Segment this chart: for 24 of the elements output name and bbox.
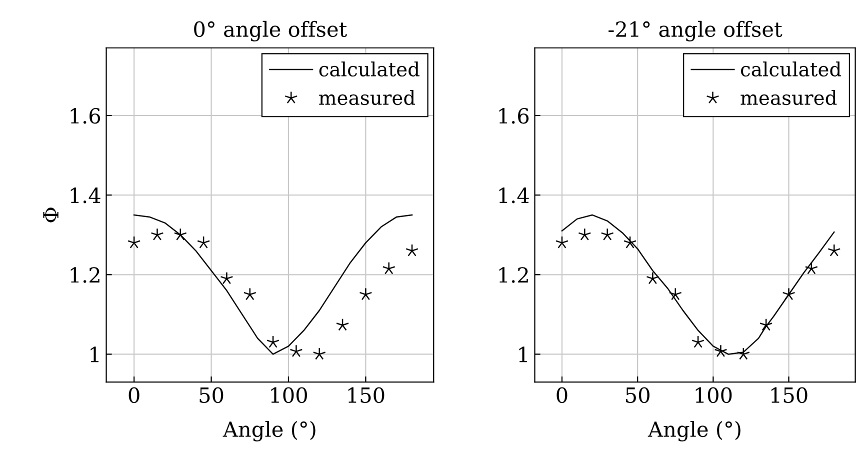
y-tick-label: 1.4 — [499, 188, 529, 204]
chart-title: 0° angle offset — [194, 20, 348, 42]
line-series — [133, 214, 413, 355]
legend-label: calculated — [740, 61, 842, 77]
x-axis-title: Angle (°) — [222, 420, 316, 442]
x-tick-label: 150 — [771, 387, 808, 404]
x-tick-label: 0 — [128, 387, 140, 404]
y-tick-label: 1.6 — [70, 108, 100, 124]
x-axis-title: Angle (°) — [648, 420, 740, 442]
legend-label: calculated — [319, 61, 420, 77]
y-tick-label: 1 — [519, 346, 527, 362]
x-tick-label: 50 — [200, 387, 224, 404]
y-tick-label: 1.2 — [499, 267, 528, 283]
x-tick-label: 0 — [556, 387, 568, 404]
y-tick-label: 1 — [90, 346, 98, 362]
x-tick-label: 50 — [626, 387, 650, 404]
x-tick-label: 100 — [271, 387, 307, 404]
y-tick-label: 1.6 — [499, 108, 529, 124]
y-tick-label: 1.2 — [70, 267, 100, 283]
y-tick-label: 1.4 — [70, 188, 100, 204]
y-axis-title: Φ — [43, 208, 58, 222]
chart-title: -21° angle offset — [608, 20, 782, 42]
x-tick-label: 150 — [348, 387, 384, 404]
x-tick-label: 100 — [696, 387, 732, 404]
